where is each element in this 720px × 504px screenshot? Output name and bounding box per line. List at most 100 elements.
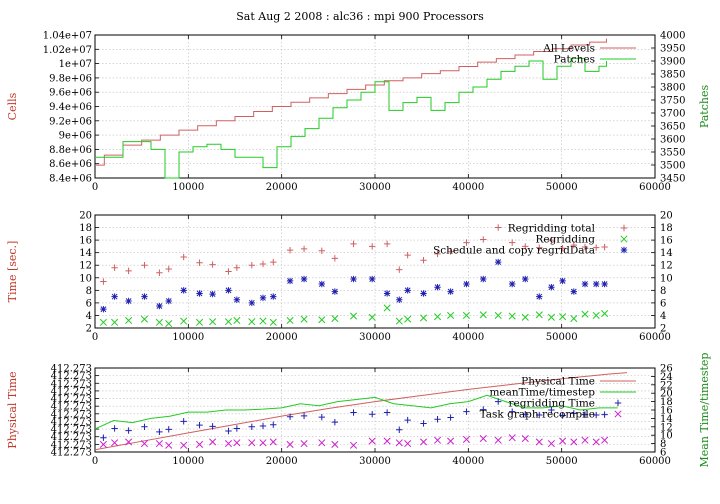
data-point — [495, 224, 502, 231]
data-point — [570, 288, 577, 295]
data-point — [383, 290, 391, 297]
x-tick-label: 0 — [92, 182, 98, 193]
data-point — [111, 439, 119, 447]
panel-cells-patches: 0 10000 20000 30000 40000 50000 60000 8.4e+06 8.… — [6, 31, 711, 194]
x-tick-label: 0 — [92, 332, 98, 343]
x-tick-label: 20000 — [266, 332, 298, 343]
data-point — [420, 290, 427, 297]
series-line — [95, 38, 607, 166]
y-axis-label: Time [sec.] — [6, 241, 19, 303]
data-point — [592, 438, 600, 446]
data-point — [536, 293, 543, 300]
data-point — [349, 312, 358, 320]
data-point — [369, 275, 376, 283]
data-point — [536, 244, 543, 251]
data-point — [383, 240, 391, 248]
data-point — [99, 440, 107, 448]
data-point — [570, 410, 577, 417]
data-point — [548, 283, 555, 291]
data-point — [300, 275, 308, 283]
y2-tick-label: 22 — [660, 380, 673, 391]
data-point — [269, 318, 277, 326]
y-tick-label: 412.273 — [51, 402, 92, 413]
data-point — [225, 427, 232, 435]
data-point — [494, 436, 502, 444]
data-point — [248, 423, 255, 430]
y2-tick-label: 3500 — [660, 161, 685, 172]
data-point — [536, 411, 543, 419]
data-point — [447, 248, 454, 255]
legend-label: Regridding total — [508, 223, 596, 235]
data-point — [434, 250, 441, 258]
y-tick-label: 8.4e+06 — [49, 174, 92, 185]
x-tick-label: 40000 — [452, 182, 484, 193]
y2-tick-label: 20 — [660, 211, 673, 222]
data-point — [233, 316, 241, 325]
x-tick-label: 40000 — [452, 456, 484, 467]
data-point — [259, 317, 267, 325]
y2-tick-label: 20 — [660, 389, 673, 400]
y-tick-label: 1e+07 — [59, 59, 92, 70]
data-point — [404, 440, 412, 448]
y-tick-label: 412.273 — [51, 425, 92, 436]
data-point — [141, 293, 148, 300]
x-tick-label: 60000 — [639, 182, 671, 193]
data-point — [196, 421, 203, 429]
data-point — [395, 317, 403, 325]
legend-marker — [614, 399, 622, 407]
y-tick-label: 8.6e+06 — [49, 159, 92, 170]
y-tick-label: 9.2e+06 — [49, 116, 92, 127]
data-point — [508, 312, 516, 320]
data-point — [300, 315, 308, 323]
data-point — [559, 245, 566, 252]
y2-tick-label: 16 — [660, 236, 673, 247]
data-point — [593, 411, 600, 419]
y2-tick-label: 18 — [660, 397, 673, 408]
data-point — [447, 288, 454, 295]
plot-frame — [94, 367, 656, 453]
legend-label: regridding Time — [509, 398, 596, 410]
data-point — [447, 311, 455, 319]
y-tick-label: 18 — [79, 223, 92, 234]
y-tick-label: 20 — [79, 211, 92, 222]
data-point — [508, 434, 516, 442]
y2-tick-label: 10 — [660, 273, 673, 284]
legend-marker — [620, 224, 628, 232]
data-point — [248, 299, 255, 307]
figure-title: Sat Aug 2 2008 : alc36 : mpi 900 Process… — [236, 10, 484, 23]
data-point — [480, 236, 487, 243]
data-point — [462, 435, 471, 443]
data-point — [233, 439, 241, 447]
data-point — [395, 439, 403, 447]
y-tick-label: 412.273 — [51, 386, 92, 397]
data-point — [224, 318, 233, 326]
y2-tick-label: 8 — [660, 439, 666, 450]
data-point — [100, 434, 107, 441]
data-point — [368, 313, 376, 321]
data-point — [100, 278, 107, 285]
y2-tick-label: 2 — [660, 324, 666, 335]
y-tick-label: 9.4e+06 — [49, 102, 92, 113]
y2-tick-label: 12 — [660, 422, 673, 433]
data-point — [99, 318, 107, 326]
data-point — [318, 280, 325, 288]
data-point — [396, 296, 403, 303]
y2-tick-label: 3800 — [660, 83, 685, 94]
y2-tick-label: 3850 — [660, 70, 685, 81]
data-point — [419, 438, 428, 446]
data-point — [548, 406, 555, 414]
y-tick-label: 412.273 — [51, 379, 92, 390]
x-tick-label: 20000 — [266, 182, 298, 193]
data-point — [331, 315, 339, 323]
data-point — [100, 305, 107, 313]
panel-physical-time: 0 10000 20000 30000 40000 50000 60000412.27341… — [6, 353, 711, 468]
data-point — [318, 439, 326, 447]
data-point — [300, 440, 308, 448]
y2-tick-label: 14 — [660, 248, 673, 259]
y2-tick-label: 24 — [660, 372, 673, 383]
legend-label: All Levels — [542, 43, 595, 55]
y2-tick-label: 3900 — [660, 57, 685, 68]
data-point — [593, 244, 600, 251]
data-point — [111, 293, 118, 300]
legend-label: Physical Time — [521, 376, 595, 388]
